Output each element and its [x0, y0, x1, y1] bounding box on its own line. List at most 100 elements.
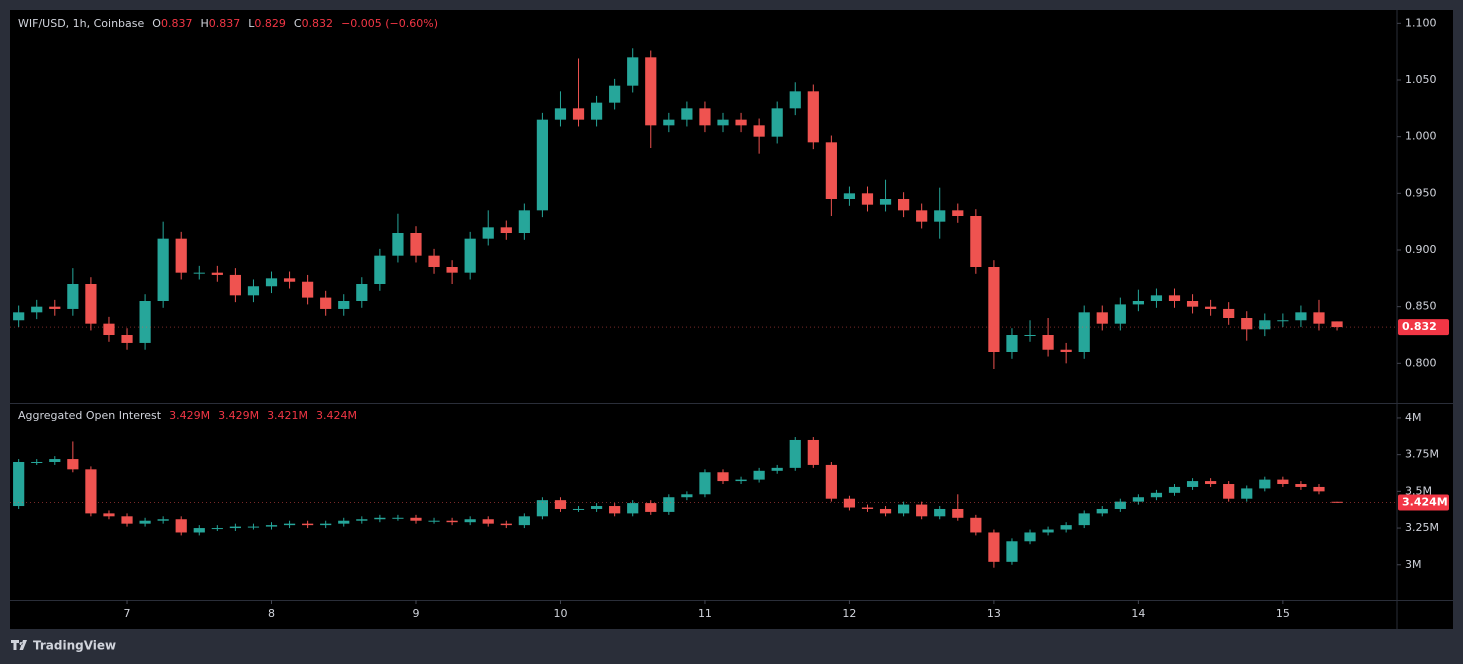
candle [49, 456, 61, 465]
candle [103, 510, 115, 520]
candle-body [464, 519, 476, 523]
candle-body [1277, 320, 1289, 322]
candle-body [735, 119, 747, 126]
pane-header: WIF/USD, 1h, Coinbase O0.837 H0.837 L0.829 C… [18, 17, 438, 30]
candle [1331, 501, 1343, 503]
candle-body [1241, 318, 1253, 330]
candle [500, 220, 512, 240]
candle-body [572, 508, 585, 510]
candle-body [211, 528, 223, 530]
candle [735, 112, 747, 133]
candle-body [428, 520, 440, 522]
candle-body [645, 57, 657, 126]
candle [265, 522, 278, 530]
candle-body [861, 193, 874, 205]
candle [1114, 498, 1126, 512]
candle [482, 516, 494, 527]
candle [898, 192, 910, 218]
candle-body [952, 508, 964, 518]
candle-body [988, 267, 1000, 352]
candle-body [500, 523, 512, 526]
y-tick-label: 1.100 [1405, 16, 1437, 29]
candle-body [482, 519, 494, 524]
candle [1168, 484, 1181, 496]
candle [1168, 288, 1181, 308]
candle [410, 514, 422, 524]
candle [1096, 506, 1108, 517]
candle [1259, 476, 1271, 492]
ohlc-key: C [294, 17, 302, 30]
candle-body [916, 504, 928, 517]
candle [338, 294, 350, 316]
y-tick-label: 3.75M [1405, 448, 1439, 461]
candle [356, 516, 368, 524]
candle [717, 469, 729, 485]
candle-body [356, 519, 368, 521]
candle-body [898, 504, 910, 514]
candle-body [1024, 532, 1036, 542]
candle [970, 514, 982, 536]
candle [590, 503, 603, 512]
candle [247, 523, 260, 530]
candle [302, 274, 314, 305]
candle-body [1186, 301, 1199, 307]
candle-body [717, 119, 729, 126]
candle [952, 494, 964, 521]
candle-body [663, 497, 675, 512]
candle [31, 459, 43, 465]
candle [229, 523, 241, 531]
candle-body [1277, 479, 1289, 485]
brand-logo[interactable]: TradingView [11, 639, 116, 653]
ohlc-key: O [152, 17, 161, 30]
candle [1205, 299, 1217, 316]
candle [1006, 328, 1018, 359]
candle-body [699, 108, 711, 126]
candle [356, 277, 368, 308]
candle [843, 495, 856, 511]
y-tick-label: 3.25M [1405, 521, 1439, 534]
pane-title: WIF/USD, 1h, Coinbase [18, 17, 145, 30]
candle [1223, 302, 1235, 325]
ohlc-value: 3.421M [267, 409, 308, 422]
candle [934, 506, 946, 520]
candle [789, 437, 801, 471]
candle [410, 226, 422, 263]
candle-body [1168, 486, 1181, 493]
candle-body [572, 108, 585, 120]
candle [518, 513, 530, 529]
candle [1223, 481, 1235, 502]
candle-body [302, 281, 314, 298]
ohlc-value: 0.829 [254, 17, 286, 30]
candle-body [428, 255, 440, 267]
candle-body [843, 193, 856, 199]
candle [789, 82, 801, 116]
candle [861, 186, 874, 212]
pane-header: Aggregated Open Interest 3.429M 3.429M 3.42… [18, 409, 357, 422]
x-tick-label: 14 [1131, 607, 1145, 620]
candle-body [247, 286, 260, 296]
candle-body [879, 508, 892, 514]
candle-body [1259, 320, 1271, 330]
candle-body [229, 526, 241, 529]
y-tick-label: 3M [1405, 558, 1422, 571]
candle [753, 467, 765, 483]
ohlc-value: 0.837 [209, 17, 241, 30]
candle [211, 265, 223, 282]
y-tick-label: 1.050 [1405, 73, 1437, 86]
last-value-tag [1398, 319, 1449, 336]
candle-body [49, 459, 61, 462]
candle-body [1295, 312, 1307, 321]
candle-body [554, 108, 567, 120]
candle [1295, 305, 1307, 328]
candle [609, 503, 621, 517]
candle-body [103, 513, 115, 517]
candle [1259, 313, 1271, 337]
candle-body [283, 523, 296, 526]
candle-body [103, 323, 115, 335]
candle [1060, 342, 1072, 364]
candle [627, 500, 639, 517]
candle-body [175, 238, 187, 273]
candle [446, 517, 458, 526]
candle [31, 299, 43, 320]
